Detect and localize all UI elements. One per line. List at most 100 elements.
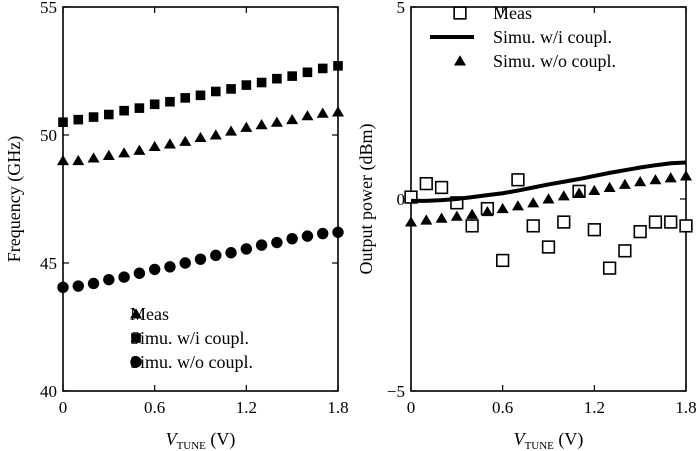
data-point xyxy=(225,125,238,136)
data-point xyxy=(541,240,556,254)
data-point xyxy=(466,208,479,219)
data-point xyxy=(435,212,448,223)
data-point xyxy=(87,152,100,163)
y-tick-label: 55 xyxy=(40,0,57,17)
data-point xyxy=(526,219,540,233)
legend-label: Simu. w/i coupl. xyxy=(130,328,249,348)
data-point xyxy=(58,117,68,127)
data-point xyxy=(103,273,115,286)
data-point xyxy=(618,178,631,189)
y-tick-label: 45 xyxy=(40,254,57,273)
series-3 xyxy=(405,170,692,227)
data-point xyxy=(618,244,632,258)
data-point xyxy=(148,263,161,276)
legend-symbol xyxy=(454,55,466,66)
series-3 xyxy=(57,226,344,294)
data-point xyxy=(118,147,131,158)
data-point xyxy=(163,138,176,149)
data-point xyxy=(73,114,84,125)
data-point xyxy=(164,261,176,273)
x-axis-label: VTUNE (V) xyxy=(166,429,236,451)
data-point xyxy=(133,267,146,279)
y-tick-label: 0 xyxy=(397,190,406,209)
data-point xyxy=(587,223,601,237)
chart-1: 0 0.6 1.2 1.8 40 45 50 55 VTUNE (V) Frequency (GH… xyxy=(4,0,349,451)
data-point xyxy=(634,176,647,187)
data-point xyxy=(241,80,252,90)
data-point xyxy=(542,193,555,204)
plot-frame xyxy=(62,6,339,392)
data-point xyxy=(134,103,145,113)
data-point xyxy=(649,174,662,185)
data-point xyxy=(664,215,678,229)
data-point xyxy=(316,107,329,118)
data-point xyxy=(270,116,283,127)
data-point xyxy=(194,253,207,265)
data-point xyxy=(648,215,663,229)
data-point xyxy=(633,224,647,239)
data-point xyxy=(405,216,417,227)
data-point xyxy=(209,129,222,140)
data-point xyxy=(301,230,314,242)
data-point xyxy=(317,227,329,240)
x-tick-label: 0 xyxy=(59,398,68,417)
data-point xyxy=(165,96,175,107)
series-2 xyxy=(58,61,343,127)
data-point xyxy=(573,187,586,198)
data-point xyxy=(57,154,69,166)
data-point xyxy=(87,277,100,290)
data-point xyxy=(317,63,328,74)
x-axis-label: VTUNE (V) xyxy=(514,429,584,451)
data-point xyxy=(664,172,677,183)
legend-label: Simu. w/o coupl. xyxy=(493,51,616,71)
x-tick-label: 0.6 xyxy=(492,398,513,417)
data-point xyxy=(404,190,418,204)
data-point xyxy=(133,144,146,155)
data-point xyxy=(332,106,344,117)
legend-label: Simu. w/o coupl. xyxy=(130,352,253,372)
x-tick-label: 0 xyxy=(407,398,416,417)
data-point xyxy=(557,190,570,201)
data-point xyxy=(286,113,299,125)
data-point xyxy=(301,110,314,121)
legend-label: Meas xyxy=(130,304,169,324)
data-point xyxy=(255,119,268,130)
data-point xyxy=(496,202,509,214)
data-point xyxy=(195,90,206,101)
data-point xyxy=(119,105,129,116)
data-point xyxy=(465,219,479,233)
data-point xyxy=(679,219,693,233)
data-point xyxy=(256,77,267,88)
series-1 xyxy=(404,173,693,275)
data-point xyxy=(72,280,84,292)
data-point xyxy=(287,71,297,81)
legend: Meas Simu. w/i coupl. Simu. w/o coupl. xyxy=(130,304,253,372)
series-1 xyxy=(57,106,344,166)
y-axis-label: Frequency (GHz) xyxy=(4,136,25,262)
data-point xyxy=(557,215,571,229)
data-point xyxy=(511,173,525,187)
data-point xyxy=(481,205,494,217)
data-point xyxy=(180,93,191,103)
x-tick-label: 1.2 xyxy=(236,398,257,417)
data-point xyxy=(240,243,253,255)
data-point xyxy=(148,140,161,152)
x-tick-label: 0.6 xyxy=(144,398,165,417)
data-point xyxy=(333,61,343,71)
data-point xyxy=(332,226,344,238)
data-point xyxy=(419,176,433,191)
data-point xyxy=(302,67,313,78)
y-tick-label: 5 xyxy=(397,0,406,17)
data-point xyxy=(104,109,114,120)
data-point xyxy=(179,135,192,146)
series-2 xyxy=(411,160,687,203)
data-point xyxy=(102,149,115,160)
x-tick-label: 1.8 xyxy=(327,398,348,417)
data-point xyxy=(680,170,692,181)
legend-label: Simu. w/i coupl. xyxy=(493,27,612,47)
data-point xyxy=(286,232,298,245)
data-point xyxy=(57,281,69,294)
x-tick-label: 1.8 xyxy=(675,398,696,417)
data-point xyxy=(72,154,85,166)
data-point xyxy=(179,257,191,269)
